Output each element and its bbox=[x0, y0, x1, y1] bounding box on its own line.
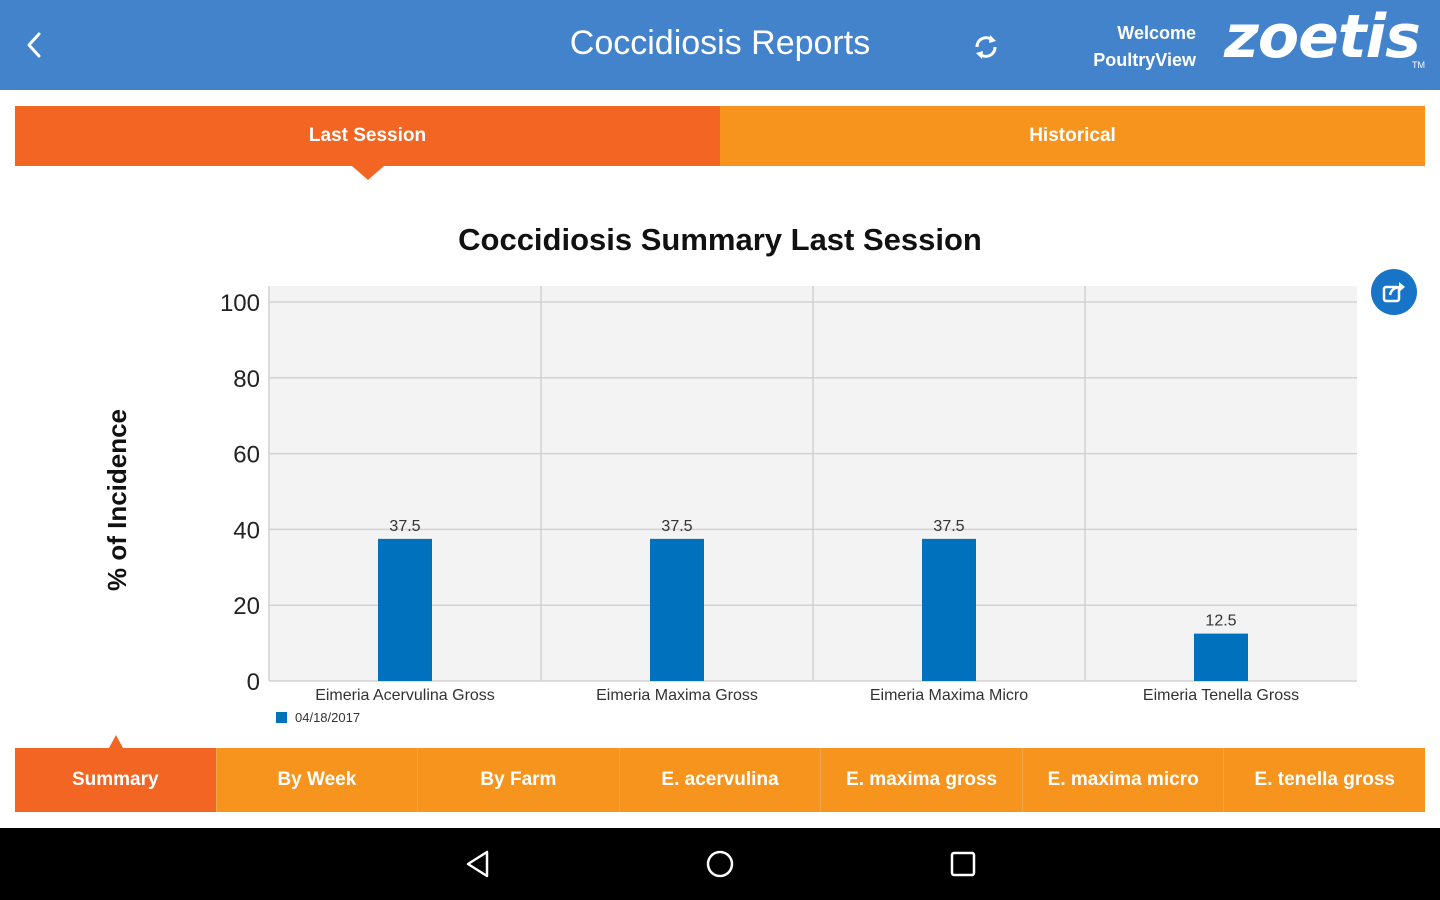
sync-button[interactable] bbox=[964, 25, 1008, 69]
legend-label: 04/18/2017 bbox=[295, 710, 360, 725]
tab-by-week[interactable]: By Week bbox=[216, 748, 419, 812]
bar-value-label: 37.5 bbox=[389, 518, 420, 535]
report-type-tabs: Summary By Week By Farm E. acervulina E.… bbox=[15, 748, 1426, 812]
bar bbox=[378, 538, 432, 681]
x-tick-label: Eimeria Acervulina Gross bbox=[315, 687, 495, 704]
active-tab-pointer bbox=[352, 166, 384, 180]
nav-home-button[interactable] bbox=[698, 842, 742, 886]
legend-swatch bbox=[276, 712, 287, 723]
nav-back-button[interactable] bbox=[456, 842, 500, 886]
bar bbox=[1194, 633, 1248, 681]
x-tick-label: Eimeria Tenella Gross bbox=[1143, 687, 1299, 704]
active-bottom-tab-pointer bbox=[109, 735, 123, 748]
tab-e-tenella-gross[interactable]: E. tenella gross bbox=[1224, 748, 1426, 812]
zoetis-logo: zoetis bbox=[1224, 2, 1421, 72]
y-tick-label: 20 bbox=[233, 593, 260, 620]
back-button[interactable] bbox=[14, 25, 54, 65]
y-axis-label: % of Incidence bbox=[102, 409, 132, 591]
y-tick-label: 40 bbox=[233, 517, 260, 544]
tab-e-maxima-gross[interactable]: E. maxima gross bbox=[821, 748, 1023, 812]
nav-home-icon bbox=[706, 850, 734, 878]
sync-icon bbox=[975, 35, 997, 59]
x-tick-label: Eimeria Maxima Gross bbox=[596, 687, 758, 704]
bar bbox=[922, 538, 976, 681]
nav-back-icon bbox=[466, 850, 489, 878]
tab-summary[interactable]: Summary bbox=[15, 748, 217, 812]
tab-e-maxima-micro[interactable]: E. maxima micro bbox=[1022, 748, 1225, 812]
bar-chart: 0 20 40 60 80 100 37.5 Eimeria Acervulina Gross… bbox=[102, 286, 1357, 725]
share-icon bbox=[1382, 282, 1405, 303]
y-tick-label: 0 bbox=[247, 669, 260, 696]
y-tick-label: 100 bbox=[220, 290, 260, 317]
x-tick-label: Eimeria Maxima Micro bbox=[870, 687, 1028, 704]
welcome-label: Welcome bbox=[1117, 23, 1196, 43]
chart-title: Coccidiosis Summary Last Session bbox=[458, 222, 982, 257]
y-tick-label: 80 bbox=[233, 366, 260, 393]
bar-value-label: 37.5 bbox=[933, 518, 964, 535]
user-name: PoultryView bbox=[1093, 50, 1196, 70]
welcome-text: Welcome PoultryView bbox=[1060, 20, 1196, 74]
app-header: Coccidiosis Reports Welcome PoultryView … bbox=[0, 0, 1440, 90]
tab-historical[interactable]: Historical bbox=[720, 106, 1425, 166]
chevron-left-icon bbox=[27, 32, 41, 58]
y-tick-label: 60 bbox=[233, 442, 260, 469]
logo-trademark: TM bbox=[1412, 60, 1425, 70]
bar-value-label: 12.5 bbox=[1205, 613, 1236, 630]
tab-e-acervulina[interactable]: E. acervulina bbox=[619, 748, 822, 812]
nav-recents-icon bbox=[950, 851, 976, 877]
tab-by-farm[interactable]: By Farm bbox=[418, 748, 620, 812]
bar bbox=[650, 538, 704, 681]
page-title: Coccidiosis Reports bbox=[569, 24, 871, 62]
bar-value-label: 37.5 bbox=[661, 518, 692, 535]
system-nav-bar bbox=[0, 828, 1440, 900]
session-tabs: Last Session Historical bbox=[15, 106, 1425, 166]
tab-last-session[interactable]: Last Session bbox=[15, 106, 720, 166]
share-button[interactable] bbox=[1371, 269, 1417, 315]
nav-recents-button[interactable] bbox=[941, 842, 985, 886]
